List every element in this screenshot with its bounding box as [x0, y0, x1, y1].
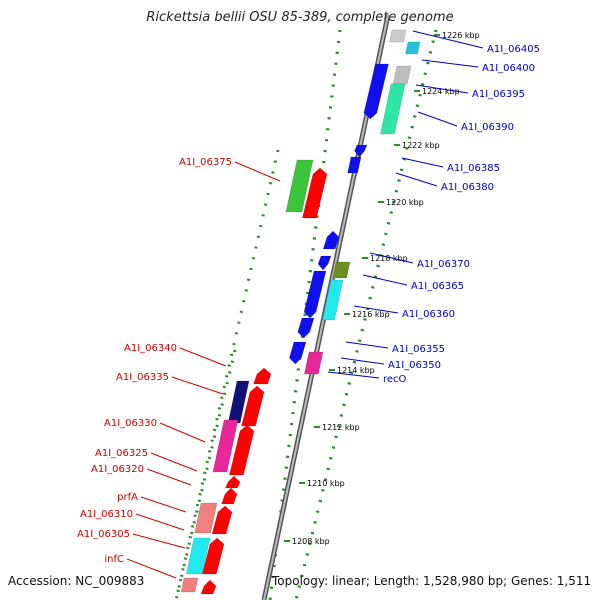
gene-block-06375 [285, 159, 314, 213]
tick-label: 1210 kbp [307, 479, 345, 488]
gene-block-prfA [194, 502, 218, 534]
accession-label: Accession: NC_009883 [8, 574, 145, 588]
plus-gene-leader [412, 30, 484, 49]
minus-gene-label: A1I_06330 [104, 418, 157, 429]
minus-gene-leader [234, 161, 281, 182]
gene-block-recO [304, 351, 324, 375]
plus-gene-label: A1I_06385 [447, 163, 500, 174]
gene-block-06395 [392, 65, 412, 85]
gene-block-06405 [389, 29, 407, 43]
plus-gene-leader [369, 252, 414, 264]
map-title: Rickettsia bellii OSU 85-389, complete g… [146, 10, 454, 25]
minus-gene-label: A1I_06340 [124, 343, 177, 354]
minus-gene-leader [171, 376, 224, 395]
plus-gene-label: A1I_06400 [482, 63, 535, 74]
plus-gene-label: A1I_06380 [441, 182, 494, 193]
minus-gene-leader [140, 496, 187, 513]
plus-gene-leader [415, 84, 469, 94]
gene-block-infCb [200, 579, 217, 595]
minus-gene-label: A1I_06325 [95, 448, 148, 459]
minus-gene-label: A1I_06320 [91, 464, 144, 475]
plus-gene-leader [395, 172, 438, 187]
gene-block-06380 [347, 156, 362, 174]
tick-label: 1224 kbp [422, 87, 460, 96]
plus-gene-label: A1I_06390 [461, 122, 514, 133]
plus-gene-label: A1I_06360 [402, 309, 455, 320]
gene-block-06330 [212, 419, 239, 473]
plus-gene-label: A1I_06370 [417, 259, 470, 270]
lane-dots-left [268, 29, 342, 600]
plus-gene-label: A1I_06355 [392, 344, 445, 355]
minus-gene-leader [150, 452, 198, 472]
plus-gene-leader [340, 357, 385, 365]
minus-gene-label: A1I_06335 [116, 372, 169, 383]
gene-block-06355 [297, 317, 315, 339]
tick-label: 1214 kbp [337, 366, 375, 375]
gene-block-06390b [380, 83, 406, 135]
minus-gene-leader [179, 347, 227, 367]
gene-block-06350 [289, 341, 307, 365]
minus-gene-label: A1I_06305 [77, 529, 130, 540]
plus-gene-label: A1I_06350 [388, 360, 441, 371]
gene-block-06330b [229, 424, 255, 476]
plus-gene-label: A1I_06365 [411, 281, 464, 292]
minus-gene-label: A1I_06375 [179, 157, 232, 168]
minus-gene-leader [135, 513, 185, 531]
tick-label: 1216 kbp [352, 310, 390, 319]
gene-block-06335b [241, 385, 265, 427]
gene-block-06400 [405, 41, 421, 55]
plus-gene-leader [401, 157, 444, 168]
plus-gene-label: A1I_06405 [487, 44, 540, 55]
gene-block-06360b [322, 279, 344, 321]
gene-block-06365b [332, 261, 351, 279]
gene-block-06320 [221, 487, 238, 505]
plus-gene-label: A1I_06395 [472, 89, 525, 100]
tick-label: 1220 kbp [386, 198, 424, 207]
gene-block-06375b [302, 167, 328, 219]
gene-block-06390 [363, 63, 389, 120]
gene-block-06365a [317, 255, 332, 271]
plus-gene-leader [421, 59, 479, 68]
minus-gene-leader [132, 533, 186, 549]
gene-block-06360 [303, 270, 327, 319]
gene-block-06310 [211, 505, 233, 535]
minus-gene-label: prfA [117, 492, 138, 503]
gene-block-06385 [354, 144, 368, 158]
gene-block-06370 [322, 230, 340, 250]
plus-gene-leader [327, 371, 380, 379]
gene-block-06305b [202, 537, 225, 575]
gene-block-06340 [253, 367, 272, 385]
tick-label: 1226 kbp [442, 31, 480, 40]
plus-gene-label: recO [383, 374, 407, 385]
minus-gene-leader [126, 558, 177, 579]
plus-gene-leader [353, 305, 399, 314]
gene-block-infC [180, 577, 199, 593]
tick-label: 1222 kbp [402, 141, 440, 150]
gene-block-06335 [227, 380, 250, 424]
plus-gene-leader [362, 274, 408, 286]
genome-summary: Topology: linear; Length: 1,528,980 bp; … [272, 574, 592, 588]
plus-gene-leader [417, 111, 458, 127]
tick-label: 1212 kbp [322, 423, 360, 432]
minus-gene-leader [159, 422, 206, 443]
minus-gene-label: infC [104, 554, 124, 565]
tick-label: 1208 kbp [292, 537, 330, 546]
tick-label: 1218 kbp [370, 254, 408, 263]
minus-gene-label: A1I_06310 [80, 509, 133, 520]
minus-gene-leader [146, 468, 192, 486]
gene-block-06325 [225, 475, 241, 489]
plus-gene-leader [345, 341, 389, 349]
